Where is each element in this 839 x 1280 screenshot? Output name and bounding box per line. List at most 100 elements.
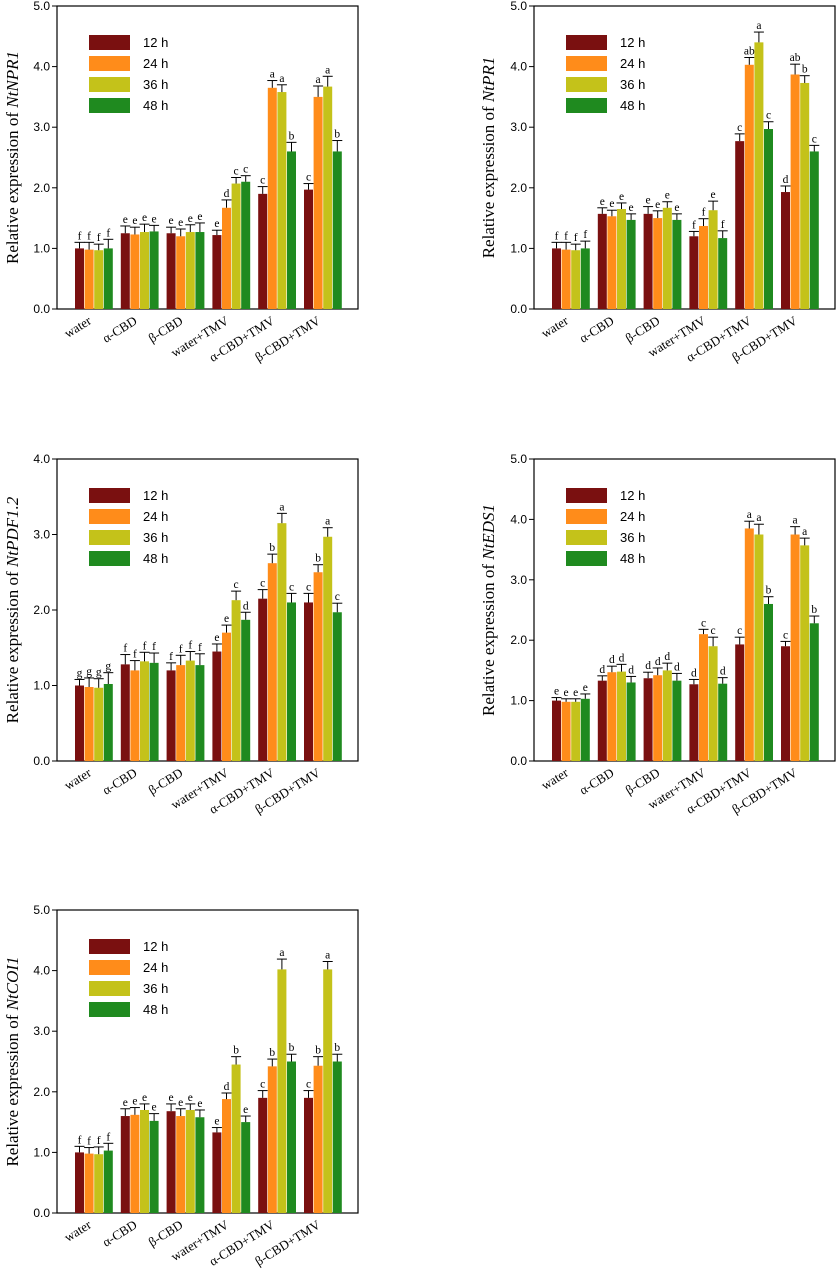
significance-letter: a — [325, 516, 330, 528]
significance-letter: f — [169, 651, 173, 663]
y-tick-label: 0.0 — [33, 302, 50, 316]
legend-label: 48 h — [620, 551, 645, 566]
legend-swatch — [566, 509, 607, 524]
y-tick-label: 5.0 — [510, 0, 527, 13]
legend-label: 48 h — [620, 98, 645, 113]
bar — [313, 96, 323, 310]
significance-letter: c — [711, 625, 716, 637]
significance-letter: d — [619, 652, 625, 664]
chart-panel-NtEDS1: 0.0 1.0 2.0 3.0 4.0 5.0 Relative expression of… — [479, 452, 836, 817]
bar — [258, 1097, 268, 1213]
bar — [607, 216, 617, 309]
x-tick-label: water — [61, 764, 94, 792]
significance-letter: e — [583, 682, 588, 694]
y-tick-label: 1.0 — [33, 241, 50, 255]
bar — [304, 189, 313, 309]
significance-letter: e — [554, 686, 559, 698]
bar — [580, 248, 590, 309]
bar — [699, 634, 708, 761]
legend-swatch — [566, 56, 607, 71]
bar-group: g g gg — [74, 661, 114, 761]
y-axis-label-gene: NtPDF1.2 — [3, 496, 22, 568]
bar — [231, 183, 241, 309]
significance-letter: e — [629, 202, 634, 214]
legend-swatch — [89, 960, 130, 975]
significance-letter: a — [325, 950, 330, 962]
bar — [231, 1064, 241, 1213]
significance-letter: f — [692, 219, 696, 231]
bar-group: c aa b — [780, 515, 820, 761]
x-tick-label: water — [538, 764, 571, 792]
legend-swatch — [89, 488, 130, 503]
significance-letter: f — [555, 230, 559, 242]
significance-letter: e — [224, 613, 229, 625]
bar — [241, 619, 251, 761]
significance-letter: d — [609, 654, 615, 666]
significance-letter: f — [143, 640, 147, 652]
significance-letter: c — [701, 617, 706, 629]
significance-letter: e — [178, 1097, 183, 1109]
chart-panel-NtPR1: 0.0 1.0 2.0 3.0 4.0 5.0 Relative expression of… — [479, 0, 836, 365]
significance-letter: d — [674, 661, 680, 673]
bar — [662, 670, 672, 761]
bar — [130, 1114, 140, 1213]
x-tick-label: α-CBD — [100, 765, 140, 798]
significance-letter: c — [335, 591, 340, 603]
y-axis-label-gene: NtEDS1 — [479, 504, 498, 561]
legend-label: 12 h — [143, 488, 168, 503]
legend-label: 12 h — [620, 488, 645, 503]
significance-letter: c — [812, 133, 817, 145]
bar-group: e d b e — [211, 1045, 251, 1213]
chart-panel-NtCOI1: 0.0 1.0 2.0 3.0 4.0 5.0 Relative expression of… — [3, 903, 359, 1269]
legend-swatch — [566, 35, 607, 50]
bar — [626, 682, 636, 761]
legend-label: 12 h — [620, 35, 645, 50]
bar — [195, 665, 205, 761]
y-tick-label: 3.0 — [33, 1024, 50, 1038]
bar — [754, 42, 764, 310]
significance-letter: d — [224, 188, 230, 200]
x-tick-label: water — [61, 312, 94, 340]
bar — [790, 74, 800, 309]
bar — [323, 86, 333, 310]
bar — [176, 1116, 186, 1213]
bar — [718, 238, 728, 309]
bar — [744, 64, 754, 309]
bar — [304, 602, 313, 761]
significance-letter: e — [214, 1116, 219, 1128]
legend-swatch — [89, 551, 130, 566]
bar — [195, 1117, 205, 1213]
x-tick-label: α-CBD — [577, 313, 617, 346]
significance-letter: e — [609, 198, 614, 210]
bar — [185, 660, 195, 761]
legend-swatch — [566, 98, 607, 113]
legend: 12 h 24 h 36 h 48 h — [89, 939, 168, 1017]
y-tick-label: 0.0 — [510, 302, 527, 316]
bar — [258, 598, 268, 761]
bar — [231, 600, 241, 761]
legend: 12 h 24 h 36 h 48 h — [89, 488, 168, 566]
x-tick-label: water — [538, 312, 571, 340]
significance-letter: g — [77, 667, 83, 679]
bar-group: c b a c — [303, 516, 343, 761]
legend-label: 24 h — [620, 509, 645, 524]
bar — [764, 129, 773, 309]
significance-letter: f — [97, 1135, 101, 1147]
significance-letter: f — [133, 649, 137, 661]
x-tick-label: α-CBD — [100, 313, 140, 346]
bar — [699, 225, 708, 309]
significance-letter: c — [234, 165, 239, 177]
y-axis-label-prefix: Relative expression of — [3, 567, 22, 723]
bar — [735, 141, 745, 309]
y-tick-label: 5.0 — [33, 903, 50, 917]
bar — [241, 181, 251, 309]
bar — [84, 687, 94, 761]
x-tick-label: α-CBD — [100, 1217, 140, 1250]
